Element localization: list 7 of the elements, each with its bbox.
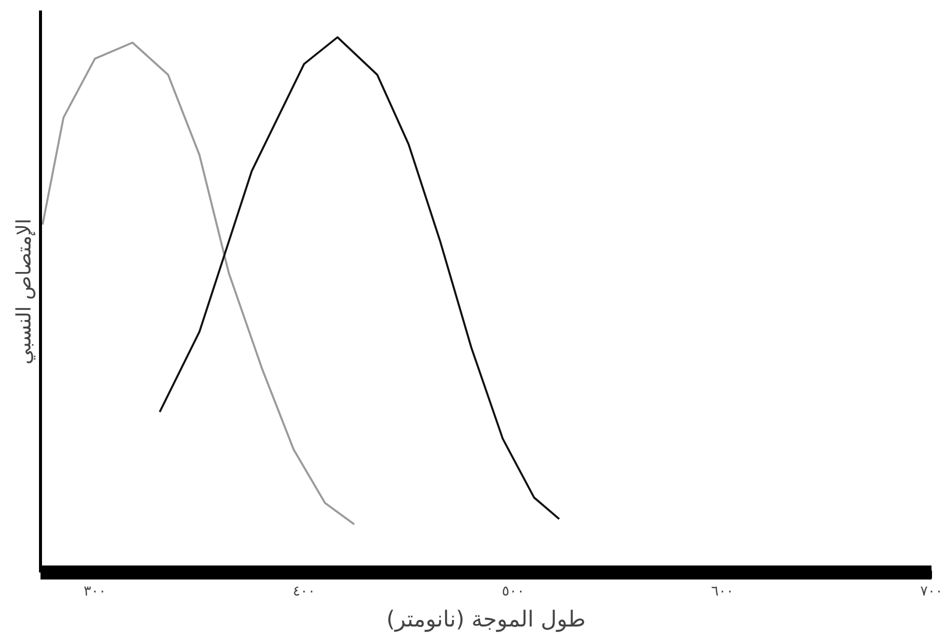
x-axis-title: طول الموجة (نانومتر): [386, 608, 586, 632]
x-tick-label: ٧٠٠: [920, 584, 943, 600]
x-tick-label: ٦٠٠: [711, 584, 734, 600]
y-axis-title: الإمتصاص النسبي: [12, 218, 36, 364]
x-tick-label: ٤٠٠: [292, 584, 316, 600]
x-tick-label: ٥٠٠: [502, 584, 524, 600]
x-tick-label: ٣٠٠: [84, 584, 106, 600]
